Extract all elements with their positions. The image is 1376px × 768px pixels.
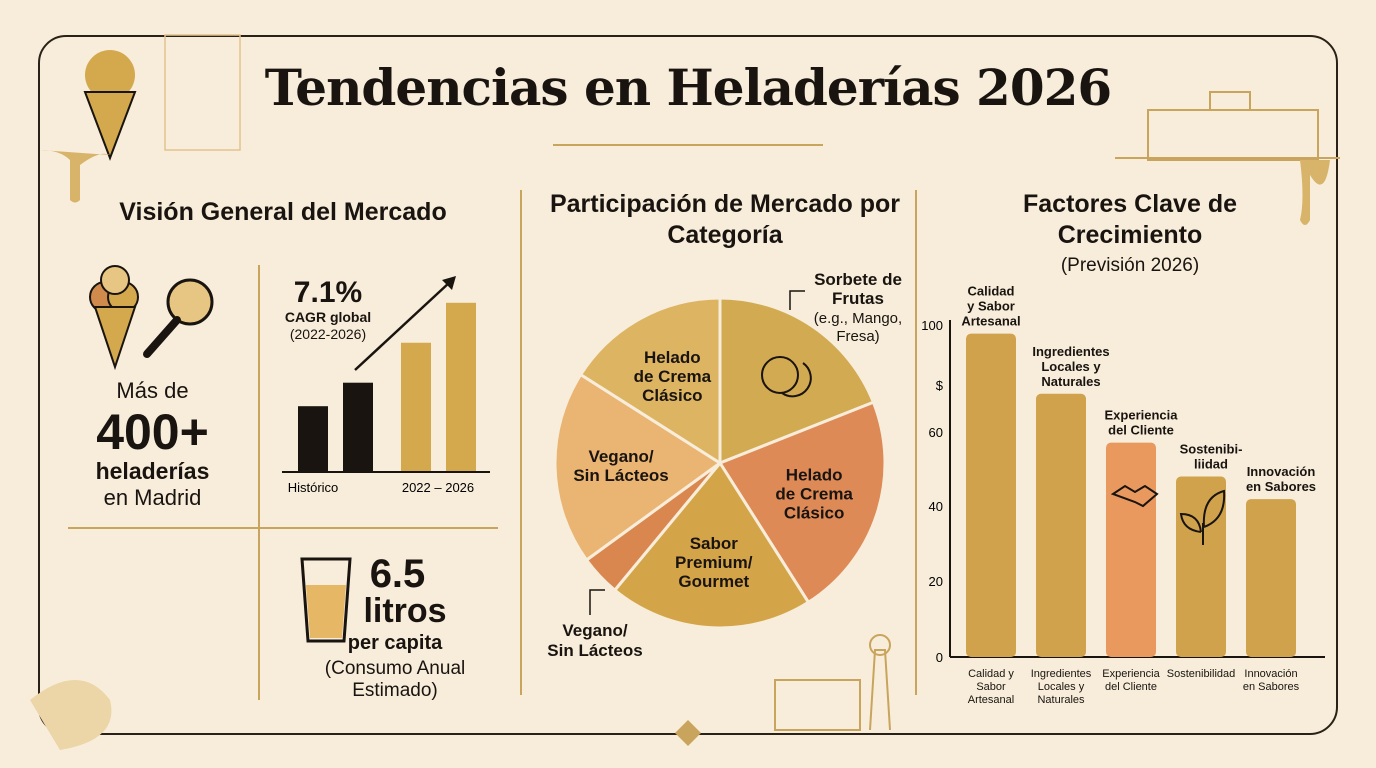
pie-slice <box>612 460 811 630</box>
bar <box>1176 476 1226 657</box>
bar <box>446 302 476 472</box>
divider <box>915 190 917 695</box>
x-label: Calidad y Sabor Artesanal <box>968 668 1015 706</box>
shops-l1: heladerías <box>95 458 210 484</box>
growth-title: Factores Clave de Crecimiento <box>1023 190 1237 249</box>
icons-row <box>89 265 214 371</box>
bar <box>1036 393 1086 657</box>
bar <box>343 382 373 472</box>
slice-label: Vegano/Sin Lácteos <box>547 621 642 660</box>
y-tick: 40 <box>929 499 943 514</box>
orange-shape <box>761 356 799 394</box>
shops-value: 400+ <box>96 404 209 460</box>
palace-illustration <box>1115 91 1340 161</box>
x-label: Ingredientes Locales y Naturales <box>1031 668 1092 706</box>
x-label: Sostenibilidad <box>1167 668 1236 680</box>
magnifier-icon <box>143 278 214 358</box>
arrow-head-icon <box>442 276 456 290</box>
melon-shape <box>781 362 812 398</box>
star-icon <box>675 720 701 746</box>
ice-cream-cone-icon <box>83 50 137 161</box>
y-tick: 0 <box>936 650 943 665</box>
bar <box>1246 499 1296 657</box>
slice-label: Vegano/Sin Lácteos <box>573 447 668 485</box>
divider <box>258 265 260 700</box>
cagr-value: 7.1% <box>293 276 363 309</box>
cagr-label: CAGR global <box>284 309 372 325</box>
consumption-note: (Consumo Anual <box>324 658 466 679</box>
handshake-icon <box>1110 484 1159 508</box>
bar-label: Sostenibi-liidad <box>1180 442 1243 472</box>
bar <box>298 406 328 472</box>
growth-subtitle: (Previsión 2026) <box>1060 255 1200 276</box>
x-label: 2022 – 2026 <box>402 480 474 495</box>
y-tick: 100 <box>921 318 943 333</box>
bar-label: Calidad y Sabor Artesanal <box>961 284 1020 329</box>
y-tick: 60 <box>929 425 943 440</box>
drink-glass-icon <box>300 557 352 643</box>
slice-label: Sorbete de Frutas <box>814 270 902 308</box>
pie-slice <box>553 372 723 563</box>
leader-line <box>589 589 605 615</box>
slice-sublabel: (e.g., Mango, Fresa) <box>814 310 902 345</box>
pie-title: Participación de Mercado por Categoría <box>549 190 901 249</box>
y-tick: $ <box>936 378 944 393</box>
divider <box>520 190 522 695</box>
divider <box>68 527 498 529</box>
x-label: Experiencia del Cliente <box>1102 668 1160 693</box>
fruit-icon <box>761 356 812 398</box>
y-tick: 20 <box>929 574 943 589</box>
pie-chart: Sorbete de Frutas(e.g., Mango, Fresa) Helad… <box>547 270 902 660</box>
pie-slice <box>578 296 722 466</box>
bar-label: Innovación en Sabores <box>1246 464 1316 494</box>
consumption-per: per capita <box>347 632 443 654</box>
slice-label: Sabor Premium/Gourmet <box>675 534 753 591</box>
bar <box>966 333 1016 657</box>
growth-chart: 0 20 40 60 $100 Calidad y Sabor Artesanal Calida… <box>921 284 1325 706</box>
consumption-value: 6.5 <box>369 552 426 596</box>
page-title: Tendencias en Heladerías 2026 <box>264 58 1112 117</box>
leaf-icon <box>1179 489 1226 545</box>
trend-arrow <box>354 281 451 371</box>
bar <box>1106 442 1156 657</box>
slice-label: Helado de Crema Clásico <box>775 466 853 523</box>
madrid-landmark-illustration <box>774 634 891 731</box>
shops-l2: en Madrid <box>103 485 202 510</box>
pie-slice <box>717 400 887 605</box>
x-label: Innovación en Sabores <box>1243 668 1300 693</box>
overview-heading: Visión General del Mercado <box>119 198 447 226</box>
leader-line <box>789 290 805 310</box>
slice-label: Helado de Crema Clásico <box>634 348 712 405</box>
consumption-unit: litros <box>363 592 447 630</box>
shops-pre: Más de <box>116 378 189 403</box>
cagr-chart: Histórico 2022 – 2026 <box>282 276 490 495</box>
title-underline <box>553 144 823 146</box>
bar-label: Experiencia del Cliente <box>1105 408 1179 438</box>
cagr-period: (2022-2026) <box>289 326 367 342</box>
ice-cream-cone-icon <box>89 265 139 371</box>
x-label: Histórico <box>288 480 339 495</box>
consumption-note: Estimado) <box>352 680 438 701</box>
bar-label: Ingredientes Locales y Naturales <box>1032 344 1109 389</box>
bar <box>401 342 431 472</box>
